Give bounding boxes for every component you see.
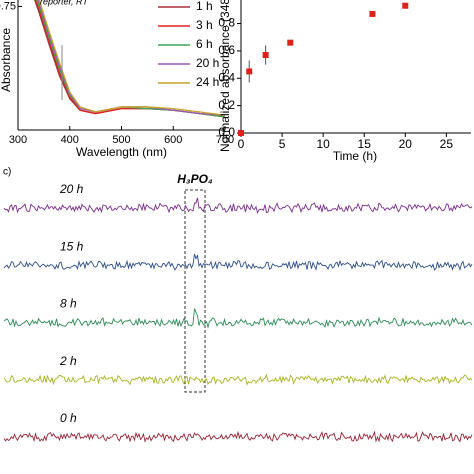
- trace-label: 2 h: [59, 354, 77, 368]
- legend-label: 3 h: [196, 18, 213, 32]
- trace-label: 8 h: [60, 297, 77, 311]
- x-tick-label: 25: [440, 137, 454, 151]
- trace-label: 20 h: [59, 182, 84, 196]
- x-tick-label: 500: [112, 134, 130, 146]
- data-point: [369, 10, 376, 17]
- y-tick-label: 0.4: [218, 70, 235, 84]
- x-tick-label: 15: [358, 137, 372, 151]
- y-tick-label: 0.75: [0, 0, 16, 12]
- spectrum-line: [34, 0, 226, 118]
- x-tick-label: 400: [61, 134, 79, 146]
- data-point: [402, 2, 409, 9]
- x-axis-label: Wavelength (nm): [76, 145, 167, 159]
- data-point: [246, 68, 253, 75]
- trace-label: 0 h: [60, 411, 77, 425]
- annotation: reporter, RT: [40, 0, 89, 6]
- x-tick-label: 5: [279, 137, 286, 151]
- x-tick-label: 20: [399, 137, 413, 151]
- trace: [3, 373, 473, 386]
- x-tick-label: 600: [164, 134, 182, 146]
- left-plot: [34, 0, 226, 118]
- x-tick-label: 700: [216, 134, 234, 146]
- legend-label: 24 h: [196, 75, 219, 89]
- x-tick-label: 0: [238, 137, 245, 151]
- spectrum-line: [35, 0, 226, 118]
- y-tick-label: 0.6: [218, 43, 235, 57]
- data-point: [238, 130, 244, 136]
- y-tick-label: 0.2: [218, 98, 235, 112]
- panel-label: c): [3, 167, 11, 178]
- spectrum-line: [36, 0, 226, 118]
- y-tick-label: 0.0: [218, 125, 235, 139]
- legend-label: 6 h: [196, 37, 213, 51]
- legend-label: 1 h: [196, 0, 213, 13]
- x-tick-label: 10: [316, 137, 330, 151]
- trace: [3, 308, 473, 329]
- spectrum-line: [38, 0, 226, 116]
- y-tick-label: 0.8: [218, 16, 235, 30]
- trace-label: 15 h: [60, 239, 84, 253]
- x-axis-label: Time (h): [333, 149, 377, 163]
- trace: [3, 430, 473, 443]
- spectrum-line: [37, 0, 226, 116]
- data-point: [287, 39, 294, 46]
- trace: [3, 197, 473, 215]
- trace: [3, 253, 473, 272]
- y-axis-label: Absorbance: [0, 28, 13, 92]
- data-point: [262, 52, 269, 58]
- y-axis-label: Normalized absorbance (348: [218, 0, 232, 152]
- legend-label: 20 h: [196, 56, 219, 70]
- peak-label: H₃PO₄: [177, 172, 213, 186]
- peak-box: [184, 189, 206, 393]
- x-tick-label: 300: [9, 134, 27, 146]
